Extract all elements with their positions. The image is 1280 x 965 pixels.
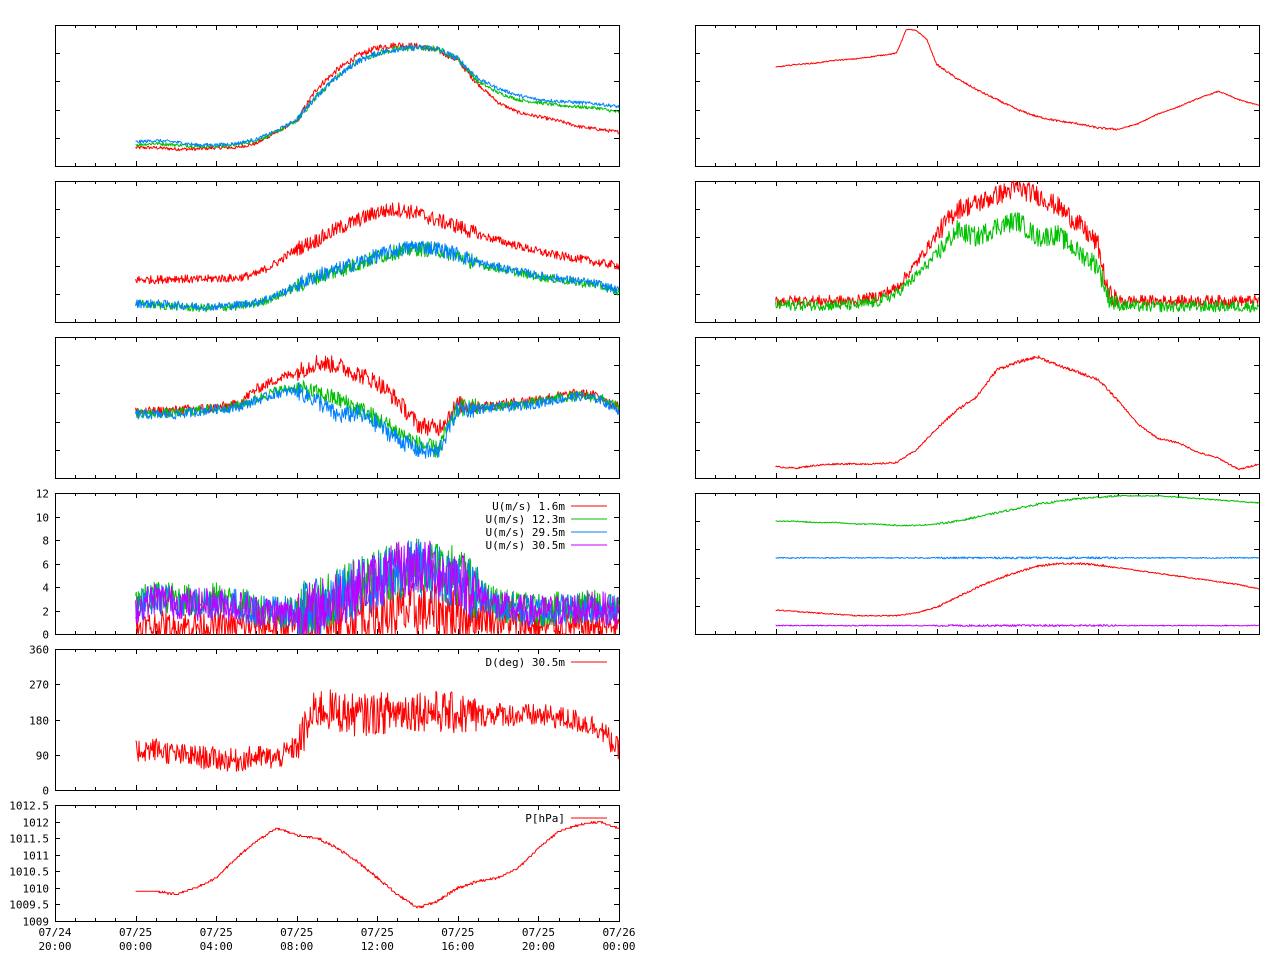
row2-right-series-red bbox=[775, 180, 1260, 309]
pressure-ytick-label: 1009.5 bbox=[9, 899, 49, 912]
wind-speed-ytick-label: 8 bbox=[42, 535, 49, 548]
right-step-frame bbox=[695, 25, 1260, 167]
pressure-legend-label: P[hPa] bbox=[525, 812, 565, 825]
pressure-ytick-label: 1009 bbox=[23, 916, 50, 929]
wind-speed-ytick-label: 2 bbox=[42, 606, 49, 619]
levels-series-blue bbox=[775, 556, 1260, 560]
wind-speed-series-red bbox=[135, 582, 620, 635]
wind-direction-ytick-label: 180 bbox=[29, 715, 49, 728]
x-tick-label-date: 07/26 bbox=[602, 926, 635, 939]
x-tick-label-time: 20:00 bbox=[38, 940, 71, 953]
wind-speed-ytick-label: 6 bbox=[42, 559, 49, 572]
levels-series-red bbox=[775, 562, 1259, 617]
levels-frame bbox=[695, 493, 1260, 635]
wind-speed-ytick-label: 10 bbox=[36, 512, 49, 525]
wind-speed-ytick-label: 0 bbox=[42, 629, 49, 642]
x-tick-label-date: 07/25 bbox=[200, 926, 233, 939]
x-tick-label-time: 08:00 bbox=[280, 940, 313, 953]
wind-direction-ytick-label: 270 bbox=[29, 679, 49, 692]
x-tick-label-date: 07/25 bbox=[522, 926, 555, 939]
wind-speed-ytick-label: 12 bbox=[36, 488, 49, 501]
x-tick-label-time: 16:00 bbox=[441, 940, 474, 953]
wind-direction-ytick-label: 90 bbox=[36, 750, 49, 763]
wind-direction-legend-label: D(deg) 30.5m bbox=[486, 656, 566, 669]
pressure-ytick-label: 1012 bbox=[23, 817, 50, 830]
row3-left-series-green bbox=[135, 380, 620, 458]
levels-series-purple bbox=[775, 624, 1260, 627]
temp-profile-series-blue bbox=[135, 44, 620, 147]
pressure-ytick-label: 1011.5 bbox=[9, 833, 49, 846]
wind-speed-legend-label: U(m/s) 29.5m bbox=[486, 526, 566, 539]
wind-speed-legend-label: U(m/s) 30.5m bbox=[486, 539, 566, 552]
temp-profile-series-green bbox=[135, 44, 620, 149]
x-tick-label-date: 07/25 bbox=[280, 926, 313, 939]
pressure-ytick-label: 1011 bbox=[23, 850, 50, 863]
x-tick-label-date: 07/24 bbox=[38, 926, 71, 939]
temp-profile-series-red bbox=[135, 42, 620, 152]
x-tick-label-time: 00:00 bbox=[119, 940, 152, 953]
wind-direction-ytick-label: 360 bbox=[29, 644, 49, 657]
levels-series-green bbox=[775, 494, 1260, 527]
row3-left-series-blue bbox=[135, 382, 620, 459]
wind-speed-series-purple bbox=[135, 540, 620, 635]
x-tick-label-date: 07/25 bbox=[441, 926, 474, 939]
pressure-ytick-label: 1012.5 bbox=[9, 800, 49, 813]
x-tick-label-date: 07/25 bbox=[361, 926, 394, 939]
wind-speed-legend-label: U(m/s) 1.6m bbox=[492, 500, 565, 513]
wind-direction-ytick-label: 0 bbox=[42, 785, 49, 798]
x-tick-label-time: 12:00 bbox=[361, 940, 394, 953]
x-tick-label-time: 00:00 bbox=[602, 940, 635, 953]
row3-right-frame bbox=[695, 337, 1260, 479]
row2-right-series-green bbox=[775, 212, 1260, 313]
x-tick-label-time: 20:00 bbox=[522, 940, 555, 953]
row2-left-series-red bbox=[135, 202, 620, 285]
x-tick-label-date: 07/25 bbox=[119, 926, 152, 939]
x-tick-label-time: 04:00 bbox=[200, 940, 233, 953]
row3-right-series-red bbox=[775, 355, 1260, 471]
pressure-ytick-label: 1010.5 bbox=[9, 866, 49, 879]
right-step-series-red bbox=[775, 28, 1260, 131]
pressure-series-red bbox=[135, 821, 619, 909]
wind-direction-series-red bbox=[135, 689, 620, 772]
row2-left-series-blue bbox=[135, 240, 620, 312]
wind-speed-ytick-label: 4 bbox=[42, 582, 49, 595]
wind-speed-legend-label: U(m/s) 12.3m bbox=[486, 513, 566, 526]
pressure-ytick-label: 1010 bbox=[23, 883, 50, 896]
